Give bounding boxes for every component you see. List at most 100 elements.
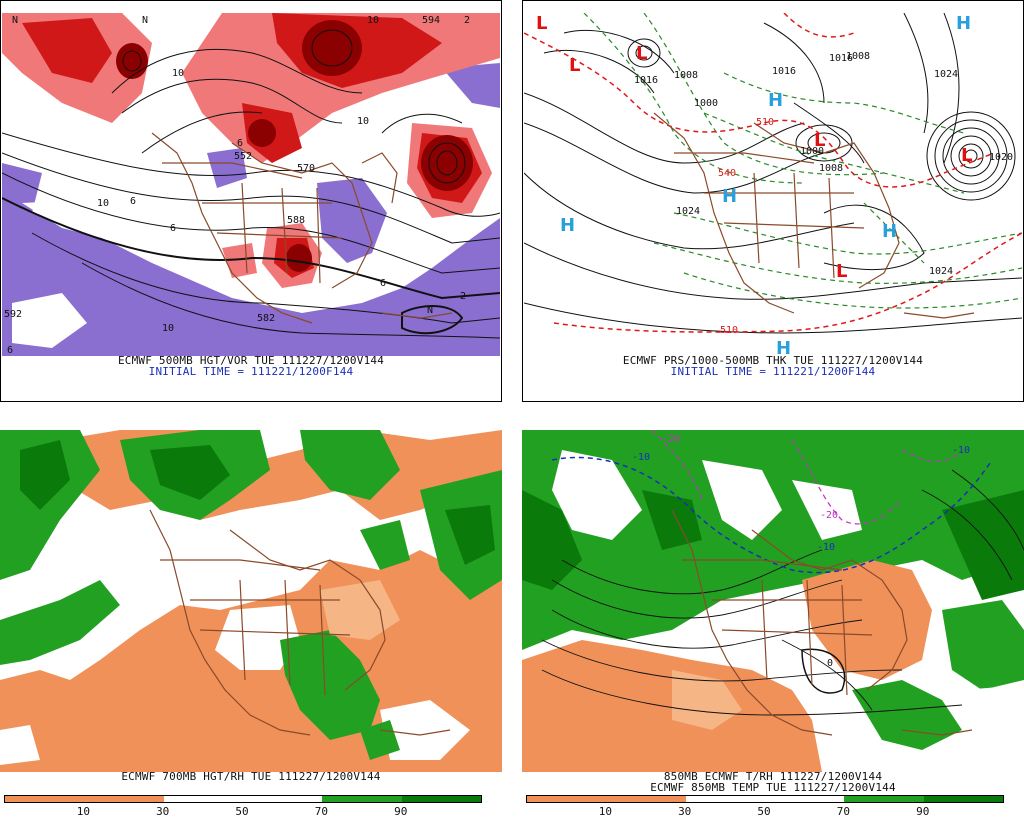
- vorticity-max-4: [286, 244, 312, 272]
- map-700mb-svg: [0, 430, 502, 772]
- panel-frame: [0, 0, 502, 402]
- white-area-4: [0, 725, 40, 765]
- temp-label: -10: [952, 445, 971, 456]
- dry-light-area: [320, 580, 400, 640]
- panel-caption: ECMWF 500MB HGT/VOR TUE 111227/1200V144: [117, 354, 385, 367]
- high-pressure-marker: H: [722, 186, 738, 207]
- high-pressure-marker: H: [768, 90, 784, 111]
- isobar-label: 1008: [819, 163, 844, 174]
- thickness-red: [524, 13, 1022, 333]
- colorbar-seg-dry: [5, 796, 164, 802]
- very-moist-area-3: [445, 505, 495, 565]
- isobar-label: 1008: [674, 70, 699, 81]
- colorbar-tick: 30: [678, 805, 692, 818]
- moist-area-3: [300, 430, 400, 500]
- contour-label: 588: [287, 215, 306, 226]
- white-area-3: [792, 480, 862, 540]
- colorbar-seg-very-moist: [401, 796, 481, 802]
- map-pressure-thickness: L L L L L L H H H H H H 1024 1008 1016 1…: [524, 13, 1022, 356]
- colorbar-seg-moist: [322, 796, 402, 802]
- colorbar-ticks: 10 30 50 70 90: [526, 805, 1004, 818]
- neg-vorticity-area: [2, 163, 500, 356]
- map-500mb-vorticity: N 10 6 552 570 588 10 6 10 6 10 2 2 N 59…: [2, 13, 500, 356]
- contour-label: 570: [297, 163, 316, 174]
- freezing-contours: [551, 456, 993, 574]
- low-pressure-marker: L: [536, 13, 548, 34]
- isobar-label: 1024: [676, 206, 701, 217]
- contour-label: 2: [460, 291, 467, 302]
- isobar-label: 1016: [829, 53, 854, 64]
- contour-label: 10: [97, 198, 110, 209]
- temp-label: -20: [820, 510, 839, 521]
- map-700mb-rh: [0, 430, 502, 772]
- subtropic-white: [12, 293, 87, 348]
- cold-contours: [651, 430, 963, 525]
- thickness-label: 510: [720, 325, 739, 336]
- panel-500mb-vorticity: N 10 6 552 570 588 10 6 10 6 10 2 2 N 59…: [0, 0, 502, 402]
- panel-caption: ECMWF PRS/1000-500MB THK TUE 111227/1200…: [622, 354, 924, 367]
- map-850mb-temp-rh: -10 -20 -20 -10 0 -10: [522, 430, 1024, 772]
- low-pressure-marker: L: [814, 130, 826, 151]
- contour-label: N: [12, 15, 19, 26]
- colorbar-tick: 90: [394, 805, 408, 818]
- isobar-label: 1016: [634, 75, 659, 86]
- temp-label: -10: [817, 542, 836, 553]
- vorticity-max-2: [302, 20, 362, 76]
- colorbar-seg-white: [685, 796, 845, 802]
- rh-colorbar: [4, 795, 482, 803]
- white-area-1: [552, 450, 642, 540]
- contour-label: 6: [130, 196, 137, 207]
- colorbar-tick: 90: [916, 805, 930, 818]
- map-500mb-svg: [2, 13, 500, 356]
- contour-label: N: [427, 305, 434, 316]
- coastlines: [653, 112, 975, 319]
- isobar-label: 1016: [772, 66, 797, 77]
- white-area-2: [215, 605, 300, 670]
- colorbar-seg-moist: [844, 796, 924, 802]
- high-pressure-marker: H: [956, 13, 972, 34]
- moist-area-8: [360, 720, 400, 760]
- thickness-label: 510: [756, 117, 775, 128]
- temp-label: 0: [827, 658, 834, 669]
- panel-700mb-rh: ECMWF 700MB HGT/RH TUE 111227/1200V144 1…: [0, 422, 502, 819]
- moist-area-7: [360, 520, 410, 570]
- contour-label: 10: [367, 15, 380, 26]
- white-area-3: [380, 700, 470, 760]
- contour-label: N: [142, 15, 149, 26]
- coastlines: [149, 509, 451, 736]
- colorbar-tick: 30: [156, 805, 170, 818]
- low-pressure-marker: L: [569, 55, 581, 76]
- moist-area-5: [0, 580, 120, 665]
- neg-vorticity-area-4: [207, 148, 247, 188]
- colorbar-tick: 10: [76, 805, 90, 818]
- vorticity-max-1: [116, 43, 148, 79]
- panel-850mb-temp-rh: -10 -20 -20 -10 0 -10 850MB ECMWF T/RH 1…: [522, 422, 1024, 819]
- colorbar-ticks: 10 30 50 70 90: [4, 805, 482, 818]
- vorticity-mid-1: [22, 18, 112, 83]
- temp-label: -20: [662, 434, 681, 445]
- low-pressure-marker: L: [636, 43, 648, 64]
- thickness-label: 540: [718, 168, 737, 179]
- high-pressure-marker: H: [560, 215, 576, 236]
- thickness-green: [583, 13, 1022, 309]
- isobar-label: 1020: [989, 152, 1014, 163]
- low-pressure-marker: L: [836, 261, 848, 282]
- coastlines: [671, 509, 973, 736]
- low-pressure-marker: L: [961, 145, 973, 166]
- colorbar-seg-very-moist: [923, 796, 1003, 802]
- contour-label: 10: [162, 323, 175, 334]
- colorbar-tick: 10: [598, 805, 612, 818]
- coastlines: [151, 132, 453, 324]
- moist-area-1: [522, 430, 1024, 650]
- contour-label: 582: [257, 313, 276, 324]
- moist-area-3: [942, 600, 1024, 690]
- panel-pressure-thickness: L L L L L L H H H H H H 1024 1008 1016 1…: [522, 0, 1024, 402]
- neg-vorticity-area-3: [442, 63, 500, 108]
- panel-caption: ECMWF 700MB HGT/RH TUE 111227/1200V144: [121, 770, 381, 783]
- isobars: [524, 13, 1022, 334]
- high-pressure-marker: H: [882, 221, 898, 242]
- contour-label: 2: [464, 15, 471, 26]
- contour-label: 552: [234, 151, 253, 162]
- moist-area-2: [852, 680, 962, 750]
- neg-vorticity-area-2: [317, 178, 387, 263]
